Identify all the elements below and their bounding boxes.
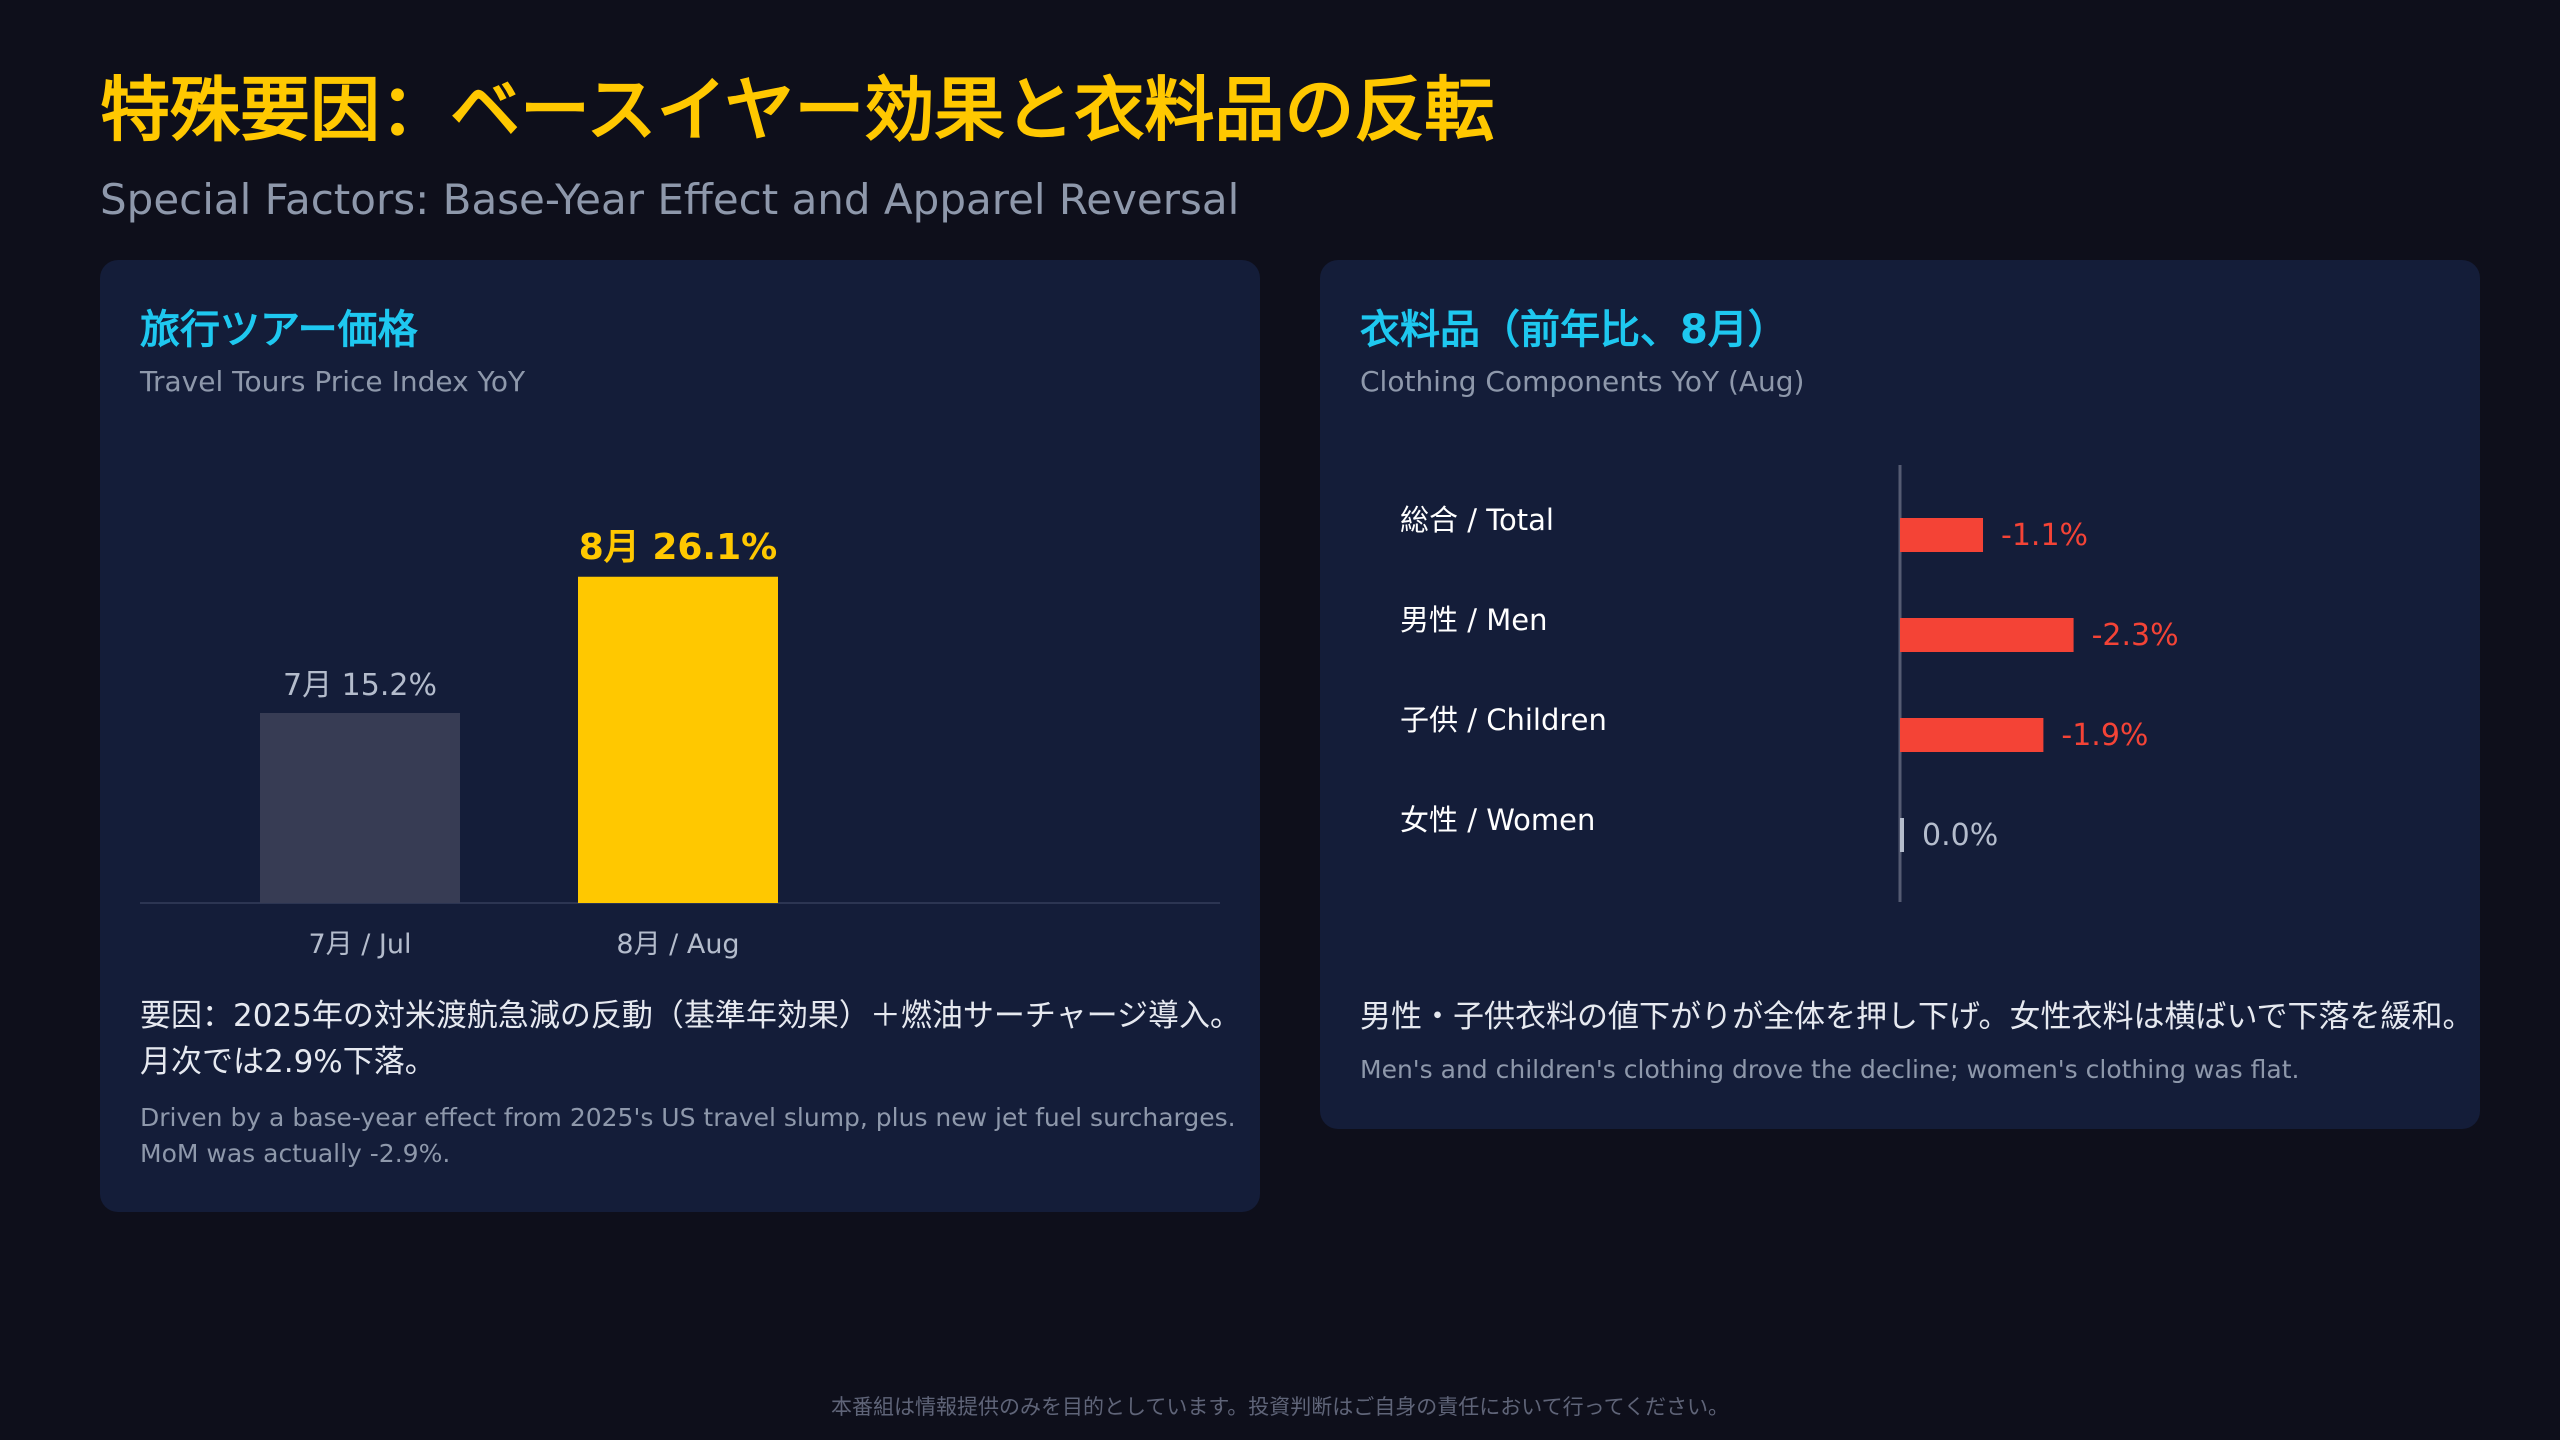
travel-category-label: 8月 / Aug — [616, 929, 739, 960]
clothing-card: 衣料品（前年比、8月） Clothing Components YoY (Aug… — [1320, 260, 2480, 1129]
clothing-bar — [1900, 518, 1984, 552]
clothing-components-chart: 総合 / Total -1.1% 男性 / Men -2.3% 子供 / Childre… — [1400, 465, 2179, 902]
travel-note-jp-1: 要因：2025年の対米渡航急減の反動（基準年効果）＋燃油サーチャージ導入。 — [140, 998, 1241, 1034]
clothing-bar — [1900, 618, 2074, 652]
travel-note-en-1: Driven by a base-year effect from 2025's… — [140, 1103, 1236, 1132]
clothing-category-label: 子供 / Children — [1400, 703, 1607, 737]
travel-note-en-2: MoM was actually -2.9%. — [140, 1139, 451, 1168]
travel-card-subtitle: Travel Tours Price Index YoY — [140, 365, 526, 398]
travel-category-label: 7月 / Jul — [308, 929, 411, 960]
clothing-category-label: 総合 / Total — [1400, 503, 1554, 537]
clothing-note-jp: 男性・子供衣料の値下がりが全体を押し下げ。女性衣料は横ばいで下落を緩和。 — [1360, 999, 2474, 1035]
travel-value-label: 7月 15.2% — [283, 668, 437, 703]
clothing-card-title: 衣料品（前年比、8月） — [1360, 307, 1788, 353]
travel-note-jp-2: 月次では2.9%下落。 — [140, 1044, 436, 1080]
travel-value-label: 8月 26.1% — [579, 527, 777, 568]
clothing-value-label: -1.1% — [2001, 518, 2088, 553]
clothing-bar — [1900, 718, 2044, 752]
clothing-value-label: -1.9% — [2061, 718, 2148, 753]
clothing-bar — [1900, 818, 1904, 852]
travel-card-title: 旅行ツアー価格 — [140, 307, 418, 353]
travel-tours-chart: 7月 15.2% 7月 / Jul 8月 26.1% 8月 / Aug — [140, 527, 1220, 960]
clothing-card-subtitle: Clothing Components YoY (Aug) — [1360, 365, 1805, 398]
clothing-category-label: 女性 / Women — [1400, 803, 1595, 837]
page-title: 特殊要因：ベースイヤー効果と衣料品の反転 — [100, 69, 1495, 151]
clothing-value-label: -2.3% — [2092, 618, 2179, 653]
clothing-value-label: 0.0% — [1922, 818, 1998, 853]
travel-bar-jul — [260, 713, 460, 903]
travel-bar-aug — [578, 576, 778, 903]
clothing-note-en: Men's and children's clothing drove the … — [1360, 1055, 2300, 1084]
page-subtitle: Special Factors: Base-Year Effect and Ap… — [100, 175, 1240, 224]
clothing-category-label: 男性 / Men — [1400, 603, 1547, 637]
disclaimer-footer: 本番組は情報提供のみを目的としています。投資判断はご自身の責任において行ってくだ… — [831, 1395, 1729, 1419]
travel-tours-card: 旅行ツアー価格 Travel Tours Price Index YoY 7月 … — [100, 260, 1260, 1212]
